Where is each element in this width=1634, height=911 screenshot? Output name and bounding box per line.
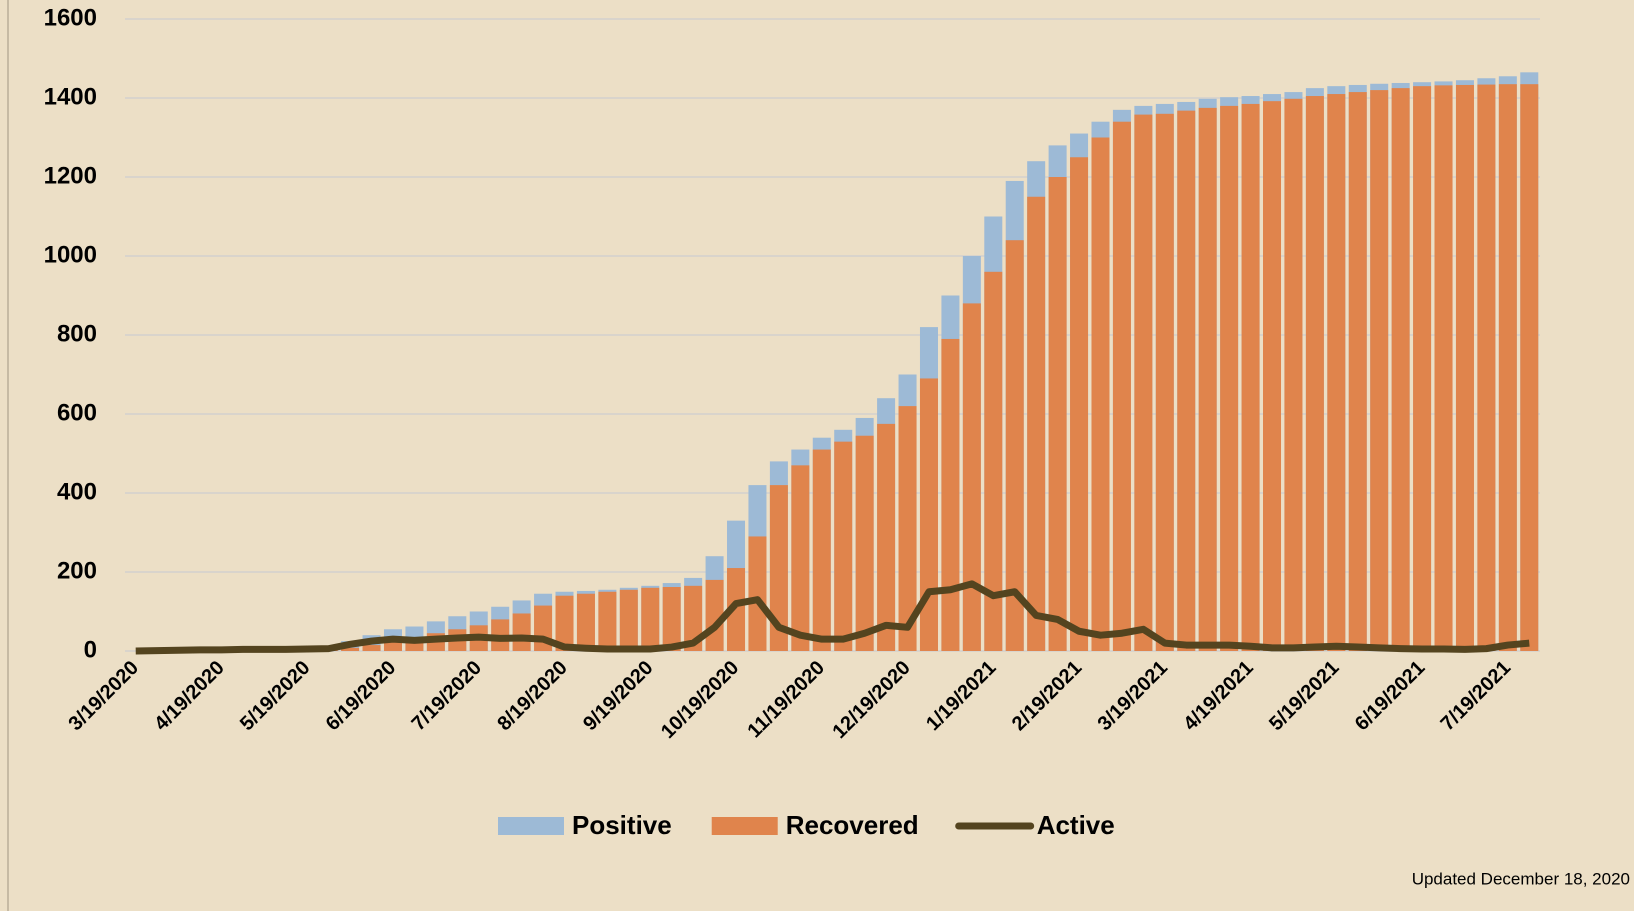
y-tick-label: 200 — [57, 557, 97, 584]
bar — [1370, 90, 1389, 652]
bar — [941, 338, 960, 651]
bar — [1134, 114, 1153, 652]
bar — [919, 378, 938, 651]
bar — [1477, 84, 1496, 651]
bar — [555, 595, 574, 651]
bar — [877, 423, 896, 651]
y-tick-label: 1200 — [44, 162, 97, 189]
bar — [834, 441, 853, 651]
bar — [1177, 110, 1196, 651]
y-tick-label: 400 — [57, 478, 97, 505]
y-tick-label: 1600 — [44, 4, 97, 31]
bar — [512, 613, 531, 651]
bar — [1220, 105, 1239, 651]
line — [135, 580, 1530, 655]
bar — [1112, 121, 1131, 651]
bar — [1520, 84, 1539, 652]
bar — [962, 303, 981, 651]
bar — [1413, 86, 1432, 651]
bar — [1070, 157, 1089, 651]
bar — [727, 568, 746, 651]
bar — [855, 435, 874, 651]
bar — [1498, 84, 1517, 652]
bar — [791, 465, 810, 651]
bar — [341, 647, 360, 651]
bar — [383, 641, 402, 651]
bar — [748, 536, 767, 651]
legend-label: Recovered — [786, 810, 919, 840]
bar — [1348, 92, 1367, 651]
bar — [1263, 101, 1282, 651]
bar — [619, 589, 638, 651]
bar — [1327, 94, 1346, 652]
bar — [1005, 240, 1024, 651]
bar — [576, 593, 595, 651]
y-tick-label: 0 — [84, 636, 97, 663]
legend-swatch — [498, 817, 564, 835]
bar — [1241, 103, 1260, 652]
bar — [1305, 96, 1324, 651]
bar — [598, 591, 617, 651]
bar — [1091, 137, 1110, 651]
bar — [1155, 113, 1174, 652]
bar — [1048, 177, 1067, 651]
bar — [641, 587, 660, 651]
bar — [898, 406, 917, 651]
y-tick-label: 1400 — [44, 83, 97, 110]
bar — [684, 585, 703, 651]
legend-label: Positive — [572, 810, 672, 840]
legend-label: Active — [1037, 810, 1115, 840]
bar — [984, 271, 1003, 651]
bar — [812, 449, 831, 651]
y-tick-label: 1000 — [44, 241, 97, 268]
bar — [1198, 107, 1217, 651]
bar — [362, 645, 381, 651]
bar — [1434, 85, 1453, 652]
legend-swatch — [711, 817, 778, 835]
bar — [1027, 196, 1046, 651]
bar — [1455, 84, 1474, 652]
note: Updated December 18, 2020 — [1412, 869, 1630, 888]
y-tick-label: 600 — [57, 399, 97, 426]
bar — [1391, 88, 1410, 651]
bar — [769, 485, 788, 651]
bar — [1284, 98, 1303, 652]
bar — [662, 587, 681, 651]
y-tick-label: 800 — [57, 320, 97, 347]
